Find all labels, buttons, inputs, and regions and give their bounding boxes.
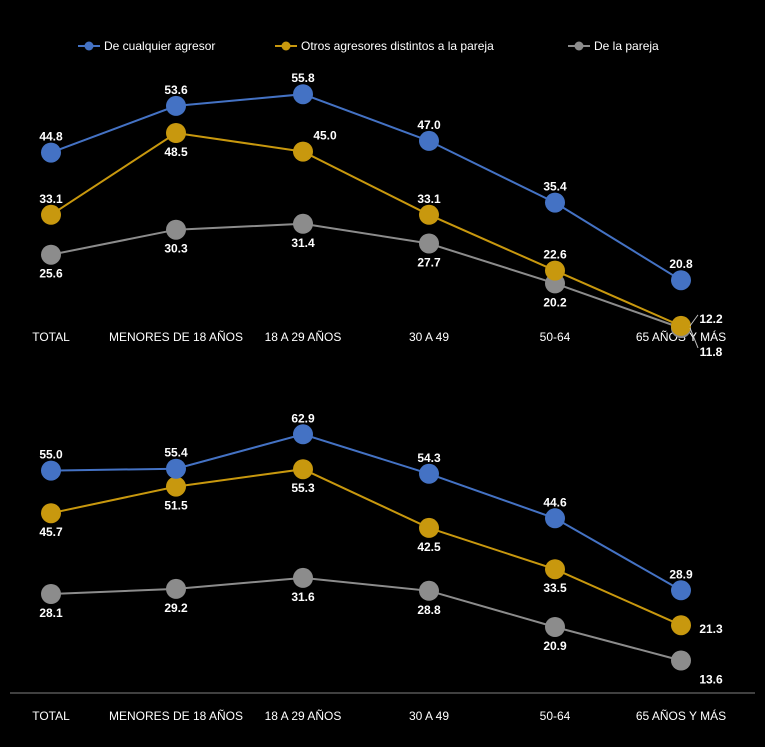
data-point-s2-2 bbox=[293, 213, 313, 234]
x-tick-label: MENORES DE 18 AÑOS bbox=[109, 330, 243, 344]
data-label-s1-0: 33.1 bbox=[39, 192, 63, 206]
legend-marker-1 bbox=[281, 41, 291, 51]
data-label-s1-2: 55.3 bbox=[291, 481, 315, 495]
chart-panel-top: TOTAL MENORES DE 18 AÑOS 18 A 29 AÑOS 30 A … bbox=[32, 71, 726, 359]
data-label-s0-1: 55.4 bbox=[164, 446, 188, 460]
data-point-s2-2 bbox=[293, 567, 313, 588]
data-label-s0-3: 54.3 bbox=[417, 451, 441, 465]
data-point-s2-3 bbox=[419, 580, 439, 601]
data-label-s0-5: 20.8 bbox=[669, 257, 693, 271]
data-point-s0-2 bbox=[293, 424, 313, 445]
data-point-s1-1 bbox=[166, 123, 186, 143]
data-label-s2-2: 31.6 bbox=[291, 590, 315, 604]
data-label-s0-2: 55.8 bbox=[291, 71, 315, 85]
x-tick-label: 30 A 49 bbox=[409, 330, 449, 344]
data-label-s2-1: 30.3 bbox=[164, 242, 188, 256]
data-label-s1-5: 12.2 bbox=[699, 312, 723, 326]
data-label-s2-0: 28.1 bbox=[39, 606, 63, 620]
x-tick-label: 50-64 bbox=[540, 709, 571, 723]
data-label-s2-4: 20.9 bbox=[543, 639, 567, 653]
data-label-s0-0: 55.0 bbox=[39, 448, 63, 462]
data-point-s0-0 bbox=[41, 460, 61, 481]
data-point-s1-1 bbox=[166, 476, 186, 497]
data-point-s2-5 bbox=[671, 650, 691, 671]
series-line-1 bbox=[50, 468, 682, 627]
data-label-s0-1: 53.6 bbox=[164, 83, 188, 97]
data-point-s1-5 bbox=[671, 615, 691, 636]
leader-line bbox=[689, 314, 699, 327]
data-label-s0-2: 62.9 bbox=[291, 411, 315, 425]
legend-marker-0 bbox=[84, 41, 94, 51]
data-label-s0-0: 44.8 bbox=[39, 130, 63, 144]
data-point-s1-2 bbox=[293, 459, 313, 480]
data-point-s0-0 bbox=[41, 142, 61, 163]
x-tick-label: 18 A 29 AÑOS bbox=[265, 330, 342, 344]
x-tick-label: 30 A 49 bbox=[409, 709, 449, 723]
data-label-s0-3: 47.0 bbox=[417, 118, 441, 132]
series-line-0 bbox=[50, 93, 682, 282]
x-tick-label: MENORES DE 18 AÑOS bbox=[109, 709, 243, 723]
data-point-s2-3 bbox=[419, 233, 439, 254]
data-label-s1-5: 21.3 bbox=[699, 622, 723, 636]
data-label-s2-2: 31.4 bbox=[291, 236, 315, 250]
x-tick-label: 18 A 29 AÑOS bbox=[265, 709, 342, 723]
data-point-s0-4 bbox=[545, 192, 565, 213]
data-label-s2-1: 29.2 bbox=[164, 601, 188, 615]
data-point-s0-2 bbox=[293, 84, 313, 105]
leader-line bbox=[689, 327, 699, 349]
data-label-s2-4: 20.2 bbox=[543, 295, 567, 309]
data-point-s1-3 bbox=[419, 204, 439, 225]
data-point-s2-1 bbox=[166, 219, 186, 240]
series-line-2 bbox=[50, 576, 682, 662]
data-point-s2-4 bbox=[545, 617, 565, 637]
data-point-s0-4 bbox=[545, 508, 565, 529]
data-label-s2-5: 13.6 bbox=[699, 673, 723, 687]
data-point-s1-4 bbox=[545, 559, 565, 580]
legend-marker-2 bbox=[574, 41, 584, 51]
data-point-s1-0 bbox=[41, 204, 61, 225]
x-tick-label: TOTAL bbox=[32, 709, 70, 723]
chart-panel-bottom: TOTAL MENORES DE 18 AÑOS 18 A 29 AÑOS 30 A … bbox=[10, 411, 755, 723]
legend: De cualquier agresor Otros agresores dist… bbox=[78, 39, 659, 53]
series-line-0 bbox=[50, 433, 682, 592]
data-label-s1-4: 33.5 bbox=[543, 581, 567, 595]
data-point-s0-1 bbox=[166, 95, 186, 116]
x-tick-label: TOTAL bbox=[32, 330, 70, 344]
data-label-s1-1: 48.5 bbox=[164, 145, 188, 159]
legend-label-1: Otros agresores distintos a la pareja bbox=[301, 39, 494, 53]
data-point-s1-0 bbox=[41, 503, 61, 524]
series-line-2 bbox=[50, 222, 682, 329]
data-label-s2-3: 27.7 bbox=[417, 256, 441, 270]
data-point-s0-5 bbox=[671, 270, 691, 291]
data-label-s0-4: 44.6 bbox=[543, 495, 567, 509]
legend-label-2: De la pareja bbox=[594, 39, 659, 53]
data-point-s0-3 bbox=[419, 463, 439, 484]
data-label-s1-4: 22.6 bbox=[543, 248, 567, 262]
data-label-s1-3: 42.5 bbox=[417, 540, 441, 554]
data-point-s1-4 bbox=[545, 260, 565, 281]
data-label-s1-2: 45.0 bbox=[313, 129, 337, 143]
data-point-s2-0 bbox=[41, 584, 61, 604]
data-label-s2-5: 11.8 bbox=[700, 345, 723, 359]
data-point-s1-5 bbox=[671, 315, 691, 336]
data-label-s1-3: 33.1 bbox=[417, 192, 441, 206]
data-point-s0-5 bbox=[671, 580, 691, 601]
data-label-s2-3: 28.8 bbox=[417, 603, 441, 617]
data-label-s0-4: 35.4 bbox=[543, 180, 567, 194]
data-point-s2-1 bbox=[166, 578, 186, 599]
data-label-s1-0: 45.7 bbox=[39, 525, 63, 539]
series-line-1 bbox=[50, 131, 682, 327]
data-point-s1-2 bbox=[293, 141, 313, 162]
data-label-s0-5: 28.9 bbox=[669, 567, 693, 581]
x-tick-label: 50-64 bbox=[540, 330, 571, 344]
data-label-s2-0: 25.6 bbox=[39, 267, 63, 281]
x-tick-label: 65 AÑOS Y MÁS bbox=[636, 708, 726, 723]
data-label-s1-1: 51.5 bbox=[164, 499, 188, 513]
data-point-s0-1 bbox=[166, 458, 186, 479]
data-point-s0-3 bbox=[419, 130, 439, 151]
data-point-s1-3 bbox=[419, 517, 439, 538]
data-point-s2-0 bbox=[41, 244, 61, 265]
legend-label-0: De cualquier agresor bbox=[104, 39, 215, 53]
